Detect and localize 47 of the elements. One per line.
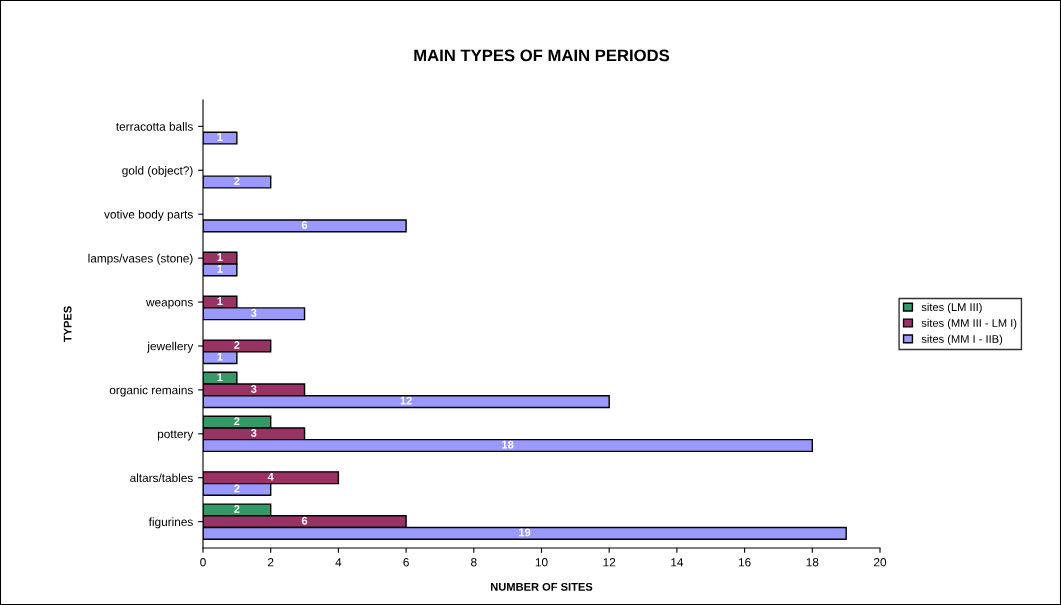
data-label: 4 [267, 472, 274, 481]
data-label: 3 [250, 428, 257, 437]
data-label: 2 [234, 177, 240, 185]
x-tick-label: 20 [874, 558, 887, 567]
data-label: 2 [234, 417, 240, 425]
x-tick-label: 18 [806, 558, 819, 567]
data-label: 2 [234, 484, 240, 493]
data-label: 1 [217, 253, 223, 261]
data-label: 19 [519, 528, 531, 537]
data-label: 18 [502, 440, 514, 449]
legend-label: sites (MM I - IIB) [921, 334, 1003, 346]
data-label: 1 [217, 297, 223, 305]
x-tick-label: 8 [471, 558, 477, 567]
y-tick-label: terracotta balls [116, 122, 193, 131]
data-label: 1 [217, 133, 223, 141]
x-tick-label: 2 [268, 558, 274, 567]
y-tick-label: gold (object?) [122, 166, 193, 177]
data-label: 6 [301, 516, 308, 525]
y-tick-label: jewellery [147, 341, 194, 353]
data-label: 6 [301, 221, 308, 229]
data-label: 2 [234, 341, 240, 349]
y-tick-label: figurines [148, 517, 193, 529]
y-tick-label: altars/tables [130, 473, 193, 483]
data-label: 3 [250, 385, 257, 393]
x-tick-label: 6 [403, 558, 409, 567]
x-axis-title: NUMBER OF SITES [491, 582, 593, 591]
x-tick-label: 4 [335, 558, 342, 567]
data-label: 1 [217, 265, 223, 273]
legend-label: sites (LM III) [921, 302, 982, 314]
x-tick-label: 16 [738, 558, 751, 567]
x-tick-label: 0 [200, 558, 206, 567]
chart-title: MAIN TYPES OF MAIN PERIODS [414, 49, 670, 62]
y-tick-label: pottery [157, 430, 194, 441]
y-tick-label: weapons [146, 299, 193, 309]
x-tick-label: 12 [603, 558, 616, 567]
y-tick-label: lamps/vases (stone) [88, 253, 193, 265]
x-tick-label: 14 [671, 558, 684, 567]
y-tick-label: votive body parts [104, 209, 193, 221]
data-label: 12 [400, 396, 412, 405]
y-tick-label: organic remains [109, 385, 193, 397]
data-label: 2 [234, 505, 240, 513]
y-axis-title: TYPES [63, 306, 72, 343]
data-label: 3 [250, 308, 257, 317]
data-label: 1 [217, 373, 223, 382]
x-tick-label: 10 [535, 558, 548, 567]
data-label: 1 [217, 352, 223, 361]
legend-label: sites (MM III - LM I) [921, 318, 1017, 330]
